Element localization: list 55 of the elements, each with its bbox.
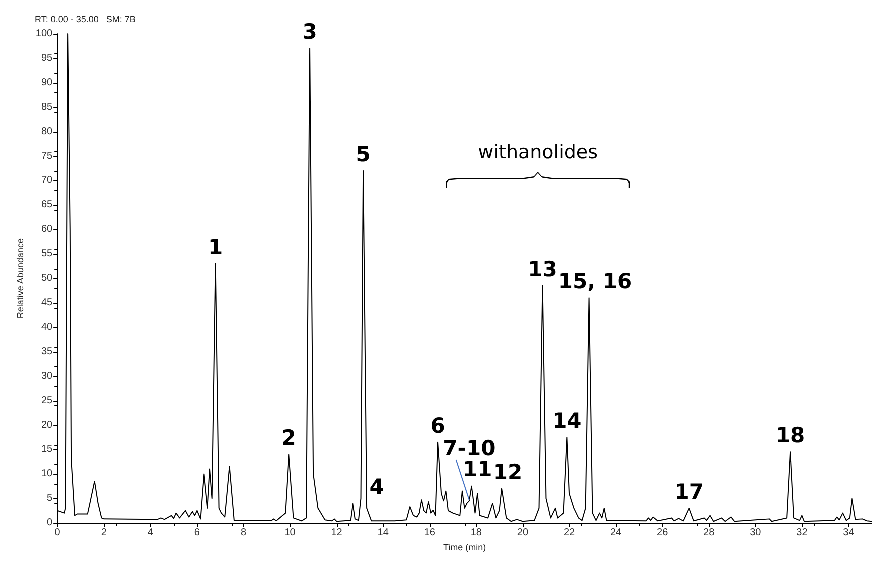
x-tick-label: 14 xyxy=(378,528,390,539)
annotation: 1 xyxy=(208,235,224,260)
y-tick-label: 20 xyxy=(41,420,54,431)
y-tick-label: 35 xyxy=(41,346,54,358)
x-tick-label: 20 xyxy=(517,528,529,539)
x-axis-title: Time (min) xyxy=(443,542,486,552)
x-tick-label: 4 xyxy=(148,528,154,539)
y-tick-label: 100 xyxy=(36,28,54,40)
x-tick-label: 32 xyxy=(796,528,808,539)
annotation: 13 xyxy=(528,257,558,282)
x-tick-label: 10 xyxy=(284,528,296,539)
y-tick-label: 65 xyxy=(41,200,54,211)
y-tick-label: 75 xyxy=(41,150,54,162)
x-tick-label: 24 xyxy=(610,528,622,539)
y-tick-label: 90 xyxy=(41,77,54,88)
x-tick-label: 28 xyxy=(704,528,716,539)
y-tick-label: 50 xyxy=(41,273,54,284)
y-tick-label: 30 xyxy=(41,370,54,382)
y-tick-label: 5 xyxy=(47,493,54,504)
x-tick-label: 8 xyxy=(240,528,247,539)
x-tick-label: 0 xyxy=(54,528,61,539)
annotation: 14 xyxy=(552,409,582,434)
y-tick-label: 80 xyxy=(41,126,54,138)
annotation: 3 xyxy=(302,20,318,44)
x-tick-label: 6 xyxy=(194,528,200,539)
y-axis-title: Relative Abundance xyxy=(16,238,26,319)
x-tick-label: 16 xyxy=(424,528,436,539)
y-tick-label: 95 xyxy=(41,52,54,64)
y-tick-label: 55 xyxy=(41,248,54,260)
y-tick-label: 10 xyxy=(41,468,54,480)
x-tick-label: 18 xyxy=(470,528,482,539)
y-tick-label: 25 xyxy=(41,395,54,406)
annotation: 6 xyxy=(430,414,446,438)
x-tick-label: 12 xyxy=(331,528,343,539)
annotation: withanolides xyxy=(478,142,598,164)
chart-title: RT: 0.00 - 35.00 SM: 7B xyxy=(35,14,136,24)
x-tick-label: 26 xyxy=(657,528,669,539)
annotation: 12 xyxy=(493,460,523,484)
x-tick-label: 30 xyxy=(750,528,762,539)
annotation: 18 xyxy=(776,424,806,448)
x-tick-label: 2 xyxy=(101,528,108,539)
y-tick-label: 40 xyxy=(41,322,54,333)
x-tick-label: 22 xyxy=(564,528,576,539)
annotation: 15, 16 xyxy=(558,270,632,294)
y-tick-label: 60 xyxy=(41,224,54,236)
y-tick-label: 70 xyxy=(41,175,54,186)
y-tick-label: 45 xyxy=(41,298,54,309)
x-tick-label: 34 xyxy=(843,528,855,539)
annotation: 5 xyxy=(356,142,371,166)
y-tick-label: 15 xyxy=(41,444,54,456)
y-tick-label: 85 xyxy=(41,102,54,113)
annotation: 2 xyxy=(282,426,296,450)
annotation: 4 xyxy=(370,475,384,500)
annotation: 17 xyxy=(674,480,704,504)
y-tick-label: 0 xyxy=(47,518,54,529)
